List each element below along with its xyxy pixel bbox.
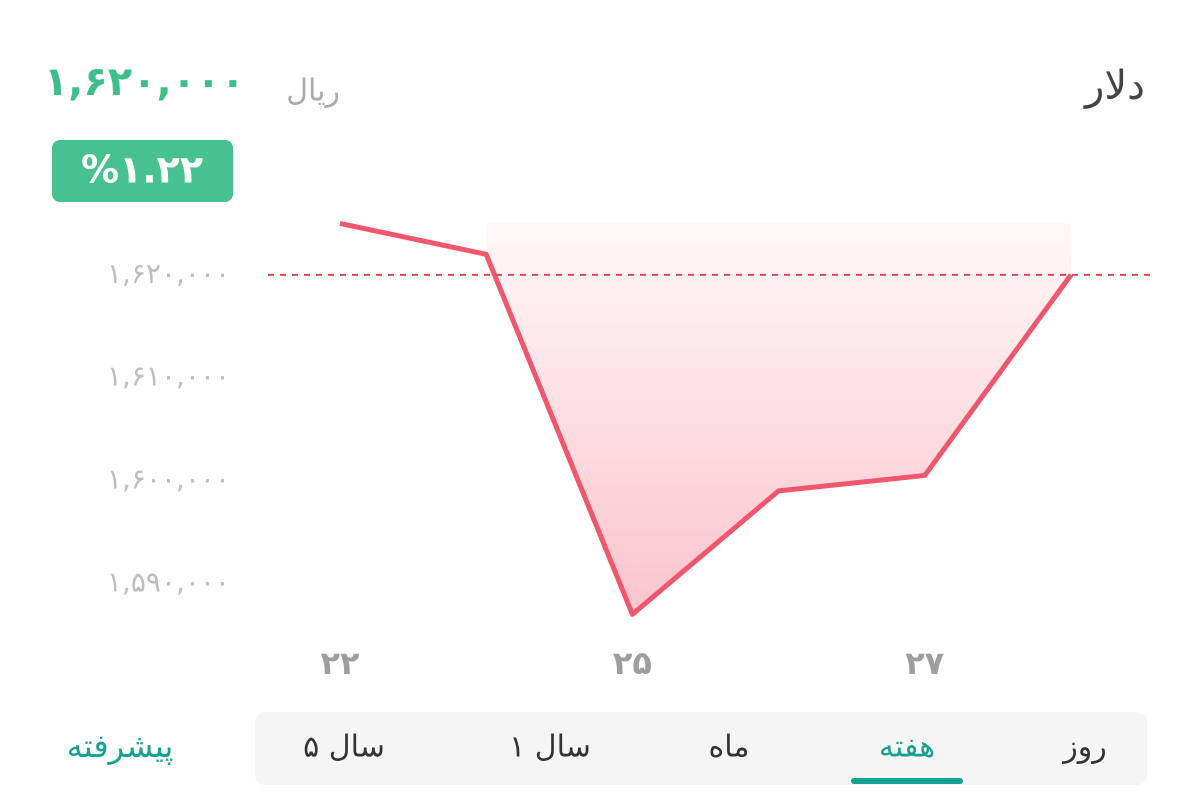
change: %۱.۲۲ xyxy=(81,148,203,192)
tab[interactable]: روز xyxy=(1061,730,1106,765)
price-line xyxy=(339,220,1074,617)
tab[interactable]: ۱ سال xyxy=(509,730,591,765)
tab-underline xyxy=(851,778,963,784)
x-tick-label: ۲۷ xyxy=(905,644,945,682)
asset-title: دلار xyxy=(1083,63,1145,109)
tab[interactable]: هفته xyxy=(879,730,935,765)
price: ۱,۶۲۰,۰۰۰ xyxy=(44,59,245,105)
tab-bar xyxy=(255,712,1147,785)
y-tick-label: ۱,۶۰۰,۰۰۰ xyxy=(107,463,230,496)
x-tick-label: ۲۵ xyxy=(613,644,652,682)
y-tick-label: ۱,۵۹۰,۰۰۰ xyxy=(107,565,230,598)
y-tick-label: ۱,۶۲۰,۰۰۰ xyxy=(107,257,230,290)
advanced-link[interactable]: پیشرفته xyxy=(67,727,174,765)
tab[interactable]: ۵ سال xyxy=(303,730,385,765)
area-fill xyxy=(486,223,1071,615)
x-tick-label: ۲۲ xyxy=(320,644,360,682)
y-tick-label: ۱,۶۱۰,۰۰۰ xyxy=(107,360,230,393)
unit: ریال xyxy=(286,74,340,109)
change-badge xyxy=(52,140,233,202)
tab[interactable]: ماه xyxy=(709,730,750,765)
